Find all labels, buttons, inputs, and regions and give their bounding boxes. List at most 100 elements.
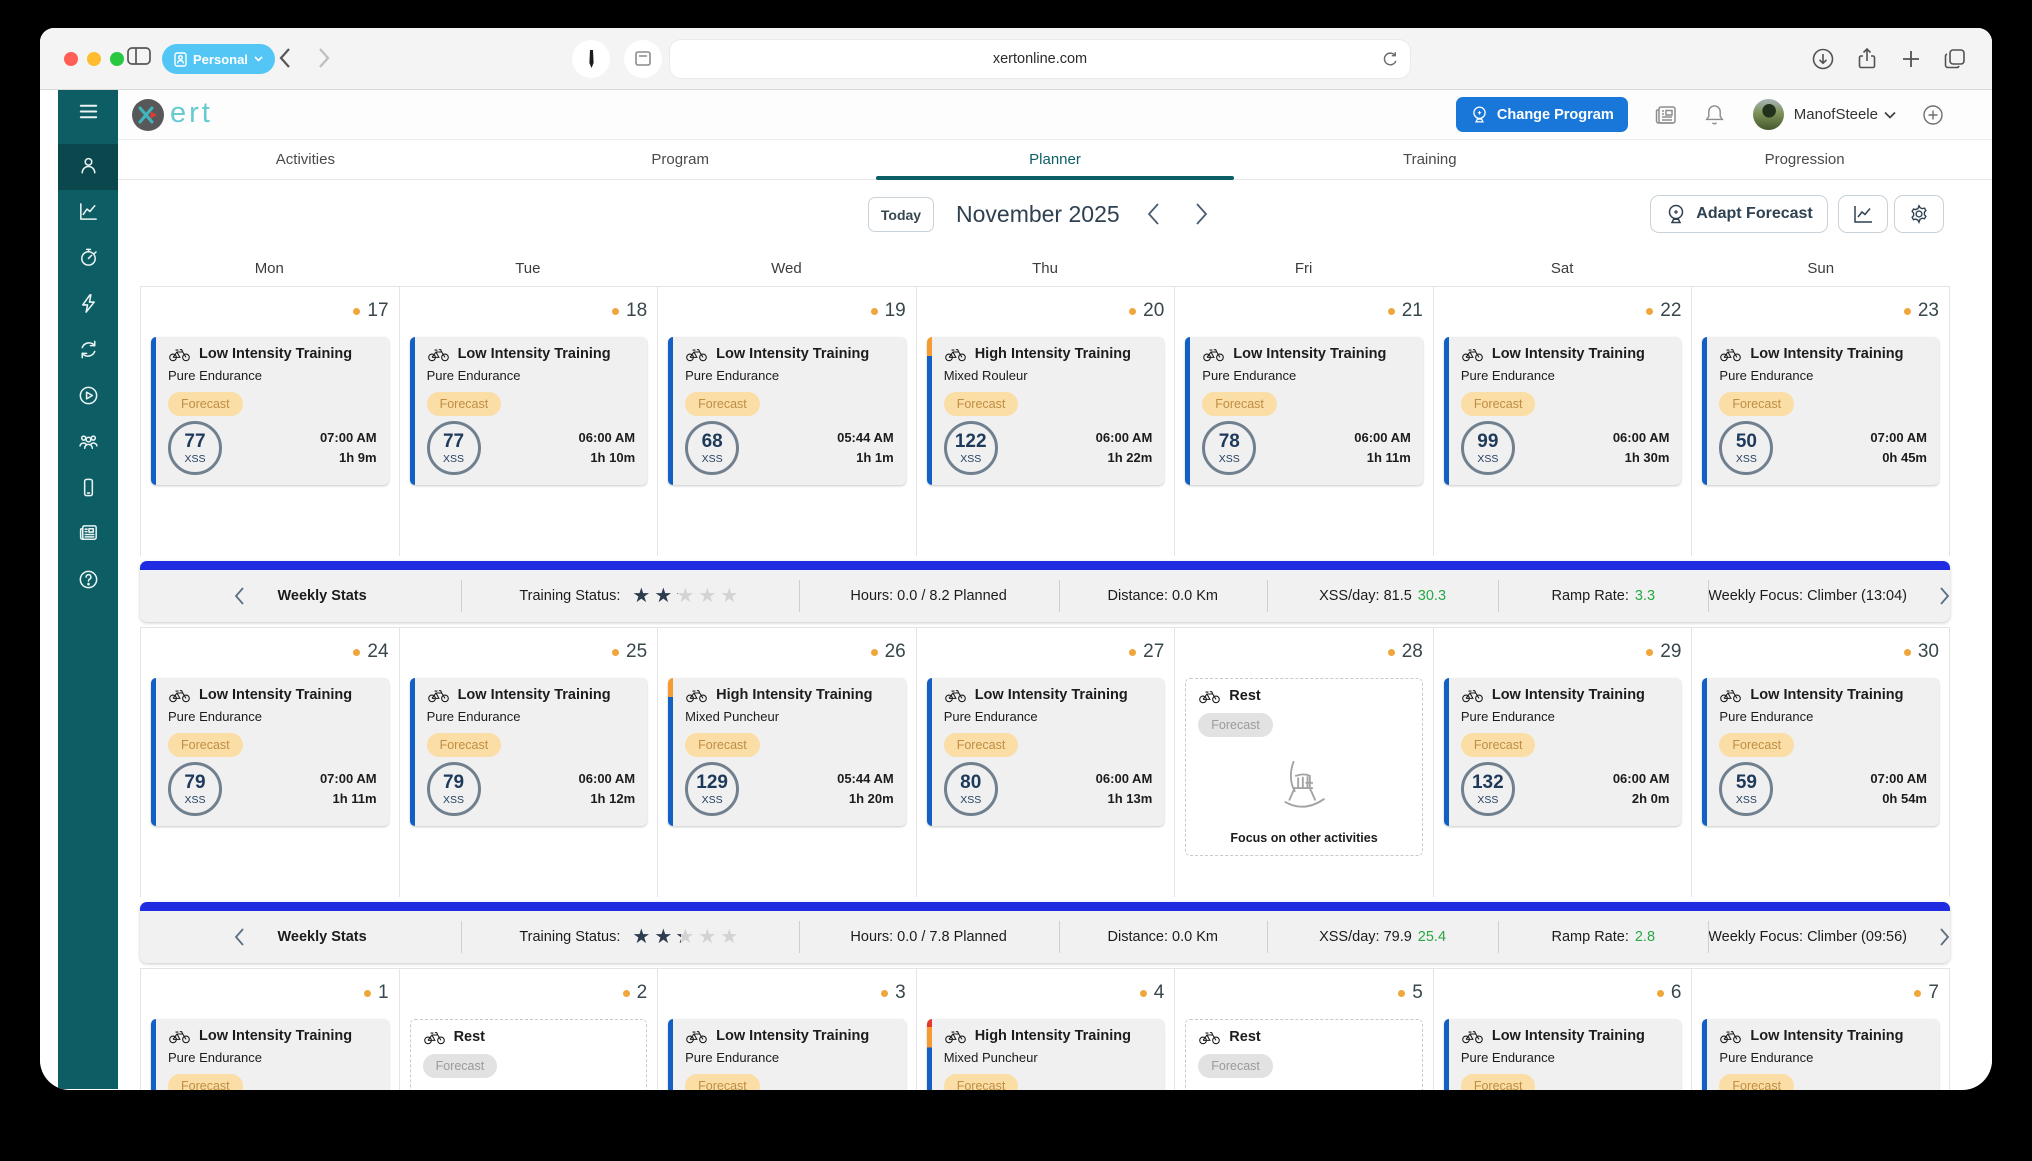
date-number: 17 — [367, 300, 389, 321]
chart-view-icon[interactable] — [1838, 195, 1888, 233]
tab-label: Planner — [1029, 151, 1081, 168]
star-icon: ★ — [698, 926, 717, 948]
sidebar-item-lightning[interactable] — [58, 282, 118, 328]
change-program-button[interactable]: Change Program — [1455, 97, 1628, 132]
duration: 1h 22m — [1107, 450, 1153, 465]
badge-row: Forecast — [1460, 383, 1670, 416]
minimize-window-button[interactable] — [87, 52, 101, 66]
sidebar-toggle-icon[interactable] — [126, 45, 152, 70]
workout-card[interactable]: Low Intensity Training Pure Endurance Fore… — [1185, 337, 1423, 485]
prev-month-icon[interactable] — [1146, 201, 1161, 230]
tab-activities[interactable]: Activities — [118, 140, 493, 179]
sidebar-item-groups[interactable] — [58, 420, 118, 466]
adapt-forecast-button[interactable]: Adapt Forecast — [1650, 195, 1828, 233]
downloads-icon[interactable] — [1810, 46, 1836, 72]
day-cell: 17 Low Intensity Training Pure Endurance Fo… — [140, 287, 399, 556]
news-icon[interactable] — [1654, 104, 1678, 126]
sidebar-item-chart[interactable] — [58, 190, 118, 236]
new-tab-icon[interactable] — [1898, 46, 1924, 72]
tab-program[interactable]: Program — [493, 140, 868, 179]
settings-gear-icon[interactable] — [1894, 195, 1944, 233]
stats-prev-icon[interactable] — [234, 927, 245, 947]
forecast-badge: Forecast — [168, 1074, 243, 1090]
today-button[interactable]: Today — [868, 197, 934, 232]
sidebar-item-help[interactable] — [58, 558, 118, 604]
workout-card[interactable]: Low Intensity Training Pure Endurance Fore… — [1702, 337, 1939, 485]
bell-icon[interactable] — [1704, 103, 1725, 126]
workout-card[interactable]: High Intensity Training Mixed Puncheur For… — [668, 678, 906, 826]
xss-value: 77 — [184, 430, 206, 452]
xss-label: XSS — [1735, 793, 1757, 806]
card-title-row: Low Intensity Training — [1461, 346, 1670, 362]
next-month-icon[interactable] — [1194, 201, 1209, 230]
tab-planner[interactable]: Planner — [868, 140, 1243, 180]
badge-row: Forecast — [943, 1065, 1153, 1090]
card-title-row: Low Intensity Training — [427, 687, 636, 703]
page-icon[interactable] — [624, 40, 662, 78]
zoom-window-button[interactable] — [110, 52, 124, 66]
workout-card[interactable]: Low Intensity Training Pure Endurance Fore… — [1443, 678, 1682, 826]
forecast-badge: Forecast — [426, 733, 502, 757]
close-window-button[interactable] — [64, 52, 78, 66]
date-row: 22 — [1444, 295, 1681, 327]
workout-card[interactable]: Low Intensity Training Pure Endurance Fore… — [151, 1019, 389, 1090]
workout-card[interactable]: High Intensity Training Mixed Puncheur For… — [926, 1019, 1165, 1090]
add-icon[interactable] — [1922, 104, 1944, 126]
tab-training[interactable]: Training — [1242, 140, 1617, 179]
reload-icon[interactable] — [1381, 49, 1399, 72]
workout-card[interactable]: Low Intensity Training Pure Endurance Fore… — [668, 1019, 906, 1090]
tab-progression[interactable]: Progression — [1617, 140, 1992, 179]
workout-card[interactable]: Low Intensity Training Pure Endurance Fore… — [1702, 678, 1939, 826]
username[interactable]: ManofSteele — [1793, 106, 1878, 123]
sidebar-item-stopwatch[interactable] — [58, 236, 118, 282]
card-title: Low Intensity Training — [1750, 1028, 1904, 1044]
back-icon[interactable] — [278, 47, 291, 72]
stats-next-icon[interactable] — [1939, 586, 1950, 606]
user-menu-chevron-icon[interactable] — [1884, 111, 1896, 119]
stats-prev-icon[interactable] — [234, 586, 245, 606]
sidebar-item-play[interactable] — [58, 374, 118, 420]
badge-row: Forecast — [1719, 1065, 1927, 1090]
star-partial-fill: ★ — [674, 586, 677, 606]
stats-next-icon[interactable] — [1939, 927, 1950, 947]
workout-card[interactable]: Low Intensity Training Pure Endurance Fore… — [151, 337, 389, 485]
forward-icon[interactable] — [318, 47, 331, 72]
avatar[interactable] — [1752, 99, 1784, 130]
xss-score: 79 XSS — [426, 762, 481, 816]
workout-card[interactable]: Low Intensity Training Pure Endurance Fore… — [926, 678, 1165, 826]
sidebar-item-profile[interactable] — [58, 144, 118, 190]
address-bar[interactable]: xertonline.com — [670, 40, 1410, 78]
workout-card[interactable]: Low Intensity Training Pure Endurance Fore… — [1702, 1019, 1939, 1090]
workout-card[interactable]: Low Intensity Training Pure Endurance Fore… — [1443, 1019, 1682, 1090]
profile-label: Personal — [193, 51, 248, 67]
card-bottom-row: 129 XSS 05:44 AM 1h 20m — [685, 762, 894, 816]
extension-pin-icon[interactable] — [572, 40, 610, 78]
sidebar-item-sync[interactable] — [58, 328, 118, 374]
tab-overview-icon[interactable] — [1942, 46, 1968, 72]
date-dot — [612, 307, 619, 315]
start-time: 05:44 AM — [837, 429, 894, 445]
sidebar-item-menu[interactable] — [58, 90, 118, 136]
sidebar-item-phone[interactable] — [58, 466, 118, 512]
xss-score: 77 XSS — [426, 421, 481, 475]
workout-card[interactable]: Low Intensity Training Pure Endurance Fore… — [668, 337, 906, 485]
workout-card[interactable]: Low Intensity Training Pure Endurance Fore… — [1443, 337, 1682, 485]
sidebar-item-news[interactable] — [58, 512, 118, 558]
forecast-badge: Forecast — [943, 1074, 1019, 1090]
play-icon — [77, 384, 100, 410]
share-icon[interactable] — [1854, 46, 1880, 72]
date-number: 24 — [367, 641, 389, 662]
card-schedule: 07:00 AM 1h 11m — [320, 769, 377, 809]
workout-card[interactable]: Low Intensity Training Pure Endurance Fore… — [409, 337, 648, 485]
workout-card[interactable]: Low Intensity Training Pure Endurance Fore… — [409, 678, 648, 826]
profile-switcher[interactable]: Personal — [162, 44, 275, 74]
date-number: 20 — [1143, 300, 1165, 321]
badge-row: Forecast — [168, 383, 377, 416]
card-title: Rest — [1229, 688, 1261, 704]
workout-card[interactable]: Low Intensity Training Pure Endurance Fore… — [151, 678, 389, 826]
workout-card[interactable]: High Intensity Training Mixed Rouleur Fore… — [926, 337, 1165, 485]
date-dot — [1387, 307, 1395, 315]
